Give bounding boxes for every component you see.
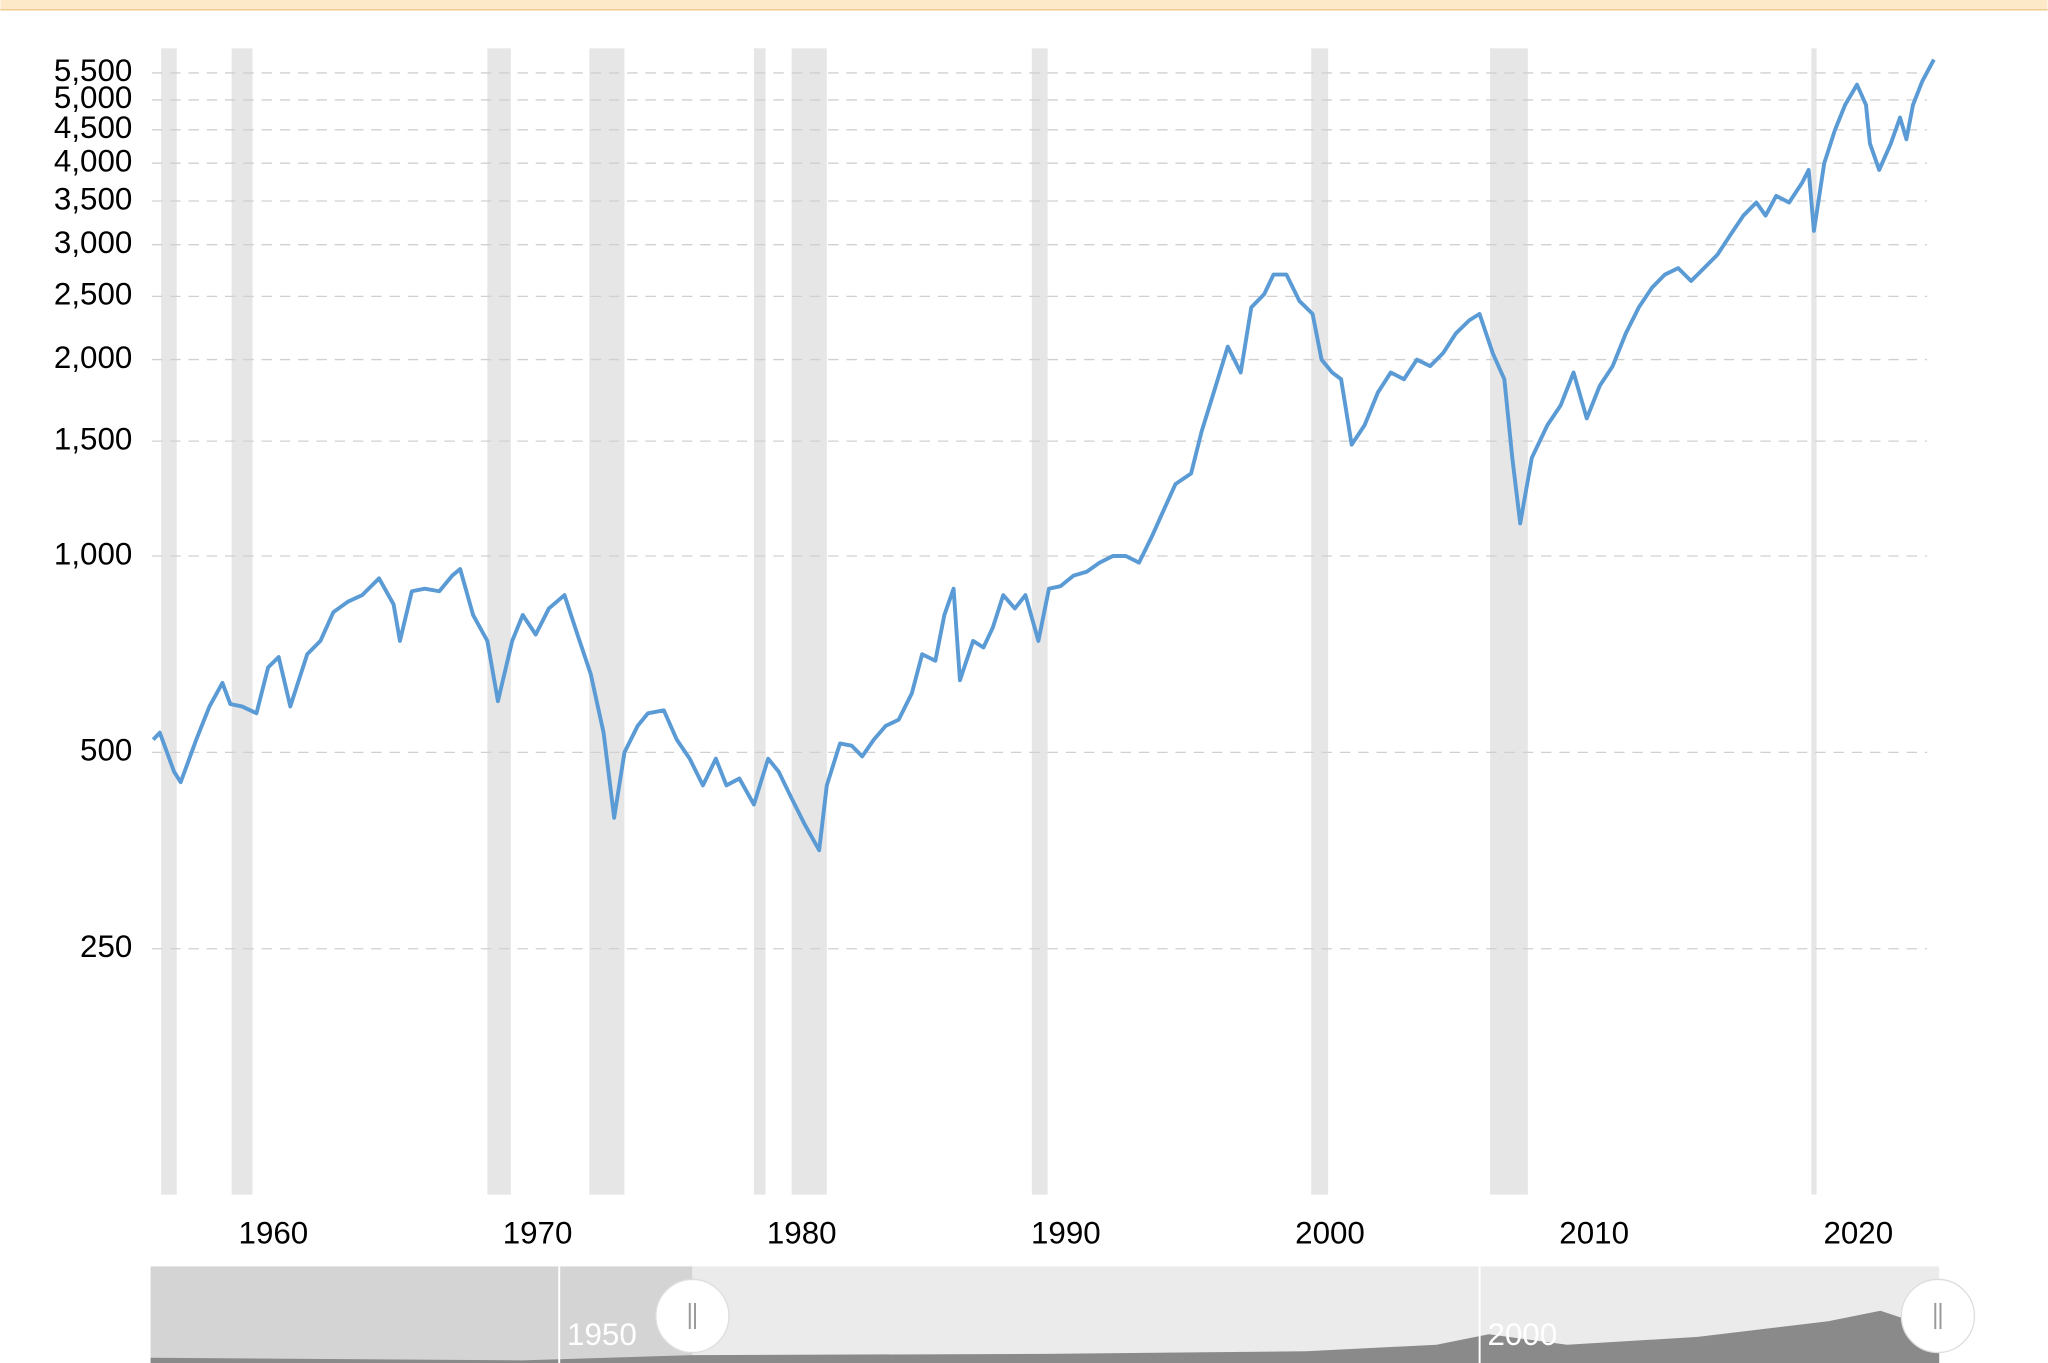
navigator-label: 2000 [1487,1317,1557,1352]
recession-band [791,48,827,1195]
y-tick-label: 4,500 [54,110,132,145]
recession-band [487,48,511,1195]
recession-band [589,48,625,1195]
recession-band [1311,48,1329,1195]
y-tick-label: 1,000 [54,536,132,571]
navigator-handle[interactable] [655,1278,730,1354]
y-tick-label: 5,500 [54,53,132,88]
x-tick-label: 2000 [1295,1215,1365,1250]
navigator-area [150,1310,1940,1363]
navigator-outside [150,1266,693,1363]
y-tick-label: 4,000 [54,143,132,178]
x-tick-label: 1960 [239,1215,309,1250]
recession-bands [161,48,1817,1195]
navigator-label: 1950 [567,1317,637,1352]
recession-band [1490,48,1528,1195]
navigator-handle[interactable] [1900,1278,1976,1354]
y-tick-label: 3,500 [54,181,132,216]
recession-band [231,48,253,1195]
y-tick-label: 250 [80,929,132,964]
x-tick-label: 1990 [1031,1215,1101,1250]
recession-band [1031,48,1048,1195]
tick-labels: 250 500 1,000 1,500 2,000 2,500 3,000 3,5004,00… [54,53,1893,1250]
y-tick-label: 2,500 [54,277,132,312]
navigator[interactable]: 1950 2000 [150,1266,1976,1363]
y-tick-label: 5,000 [54,80,132,115]
y-tick-label: 1,500 [54,421,132,456]
y-tick-label: 3,000 [54,225,132,260]
grid [151,72,1928,950]
recession-band [753,48,766,1195]
x-tick-label: 1980 [767,1215,837,1250]
y-tick-label: 500 [80,733,132,768]
series [151,58,1936,853]
recession-band [161,48,177,1195]
x-tick-label: 1970 [503,1215,573,1250]
y-tick-label: 2,000 [54,340,132,375]
top-bar [0,0,2048,10]
series-line [151,58,1936,853]
x-tick-label: 2020 [1823,1215,1893,1250]
recession-band [1811,48,1817,1195]
x-tick-label: 2010 [1559,1215,1629,1250]
